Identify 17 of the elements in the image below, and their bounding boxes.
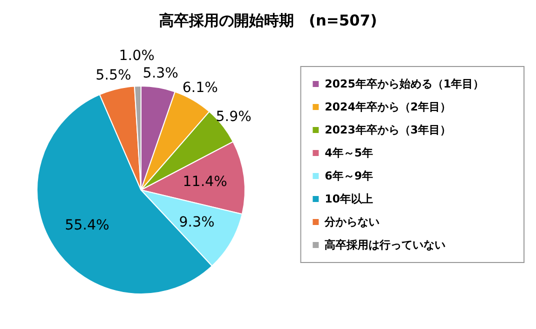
legend-label: 4年～5年: [324, 146, 374, 160]
legend-label: 6年～9年: [324, 170, 374, 182]
data-label: 55.4%: [64, 217, 110, 234]
data-label: 6.1%: [182, 80, 218, 96]
data-label: 5.5%: [96, 67, 132, 84]
data-label: 5.3%: [142, 66, 178, 82]
data-label: 5.9%: [216, 108, 252, 125]
legend-label: 2024年卒から（2年目）: [324, 100, 452, 114]
chart-title: 高卒採用の開始時期 (n=507): [158, 12, 378, 30]
legend-label: 10年以上: [324, 192, 374, 206]
legend-label: 分からない: [324, 216, 380, 228]
legend-label: 高卒採用は行っていない: [324, 238, 446, 252]
legend-label: 2025年卒から始める（1年目）: [324, 78, 484, 90]
data-label: 1.0%: [119, 48, 155, 64]
legend-label: 2023年卒から（3年目）: [324, 124, 452, 136]
data-label: 11.4%: [182, 174, 228, 190]
data-label: 9.3%: [178, 214, 215, 230]
